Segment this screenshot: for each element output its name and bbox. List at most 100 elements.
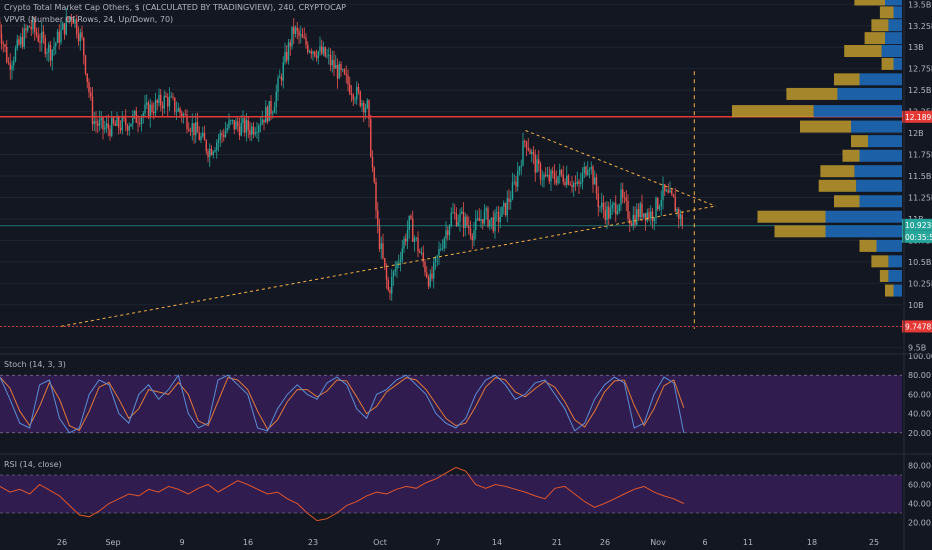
candle-body (643, 213, 645, 218)
candle-body (144, 104, 146, 114)
candle-body (637, 209, 640, 218)
candle-body (608, 206, 610, 219)
vp-bar-down (818, 179, 857, 192)
vp-bar-down (864, 32, 885, 45)
price-y-tick: 9.5B (908, 344, 926, 353)
candle-body (41, 31, 43, 43)
candle-body (35, 32, 38, 36)
candle-body (515, 181, 517, 187)
candle-body (161, 105, 164, 109)
candle-body (550, 170, 552, 182)
candle-body (196, 122, 199, 133)
candle-body (497, 211, 500, 223)
candle-body (280, 76, 283, 81)
candle-body (102, 117, 104, 130)
triangle-lower-line[interactable] (61, 205, 716, 327)
candle-body (522, 140, 524, 166)
candle-body (259, 124, 262, 126)
candle-body (413, 238, 416, 242)
candle-body (233, 120, 235, 130)
current-price-label: 10.9238 (905, 221, 932, 230)
candle-body (48, 44, 50, 53)
candle-body (349, 84, 351, 94)
candle-body (532, 151, 535, 155)
vp-bar-up (851, 120, 902, 133)
candle-body (188, 128, 190, 131)
vp-bar-up (859, 73, 902, 86)
candle-body (534, 154, 536, 173)
candle-body (314, 51, 316, 56)
rsi-pane[interactable] (0, 456, 902, 532)
price-pane[interactable] (0, 0, 902, 352)
stoch-pane[interactable] (0, 356, 902, 452)
candle-body (660, 200, 662, 207)
candle-body (447, 230, 449, 236)
rsi-main-line (0, 466, 685, 522)
candle-body (118, 117, 120, 128)
stoch-y-tick: 20.00 (908, 429, 931, 438)
candle-body (249, 129, 251, 135)
candle-body (205, 140, 207, 152)
candle-body (420, 252, 423, 254)
candle-body (79, 32, 81, 42)
candle-body (576, 181, 578, 184)
candle-body (473, 230, 475, 241)
vp-bar-down (854, 0, 885, 6)
price-y-tick: 11.75B (908, 151, 932, 160)
candle-body (130, 123, 132, 127)
candle-body (342, 69, 344, 71)
vp-bar-up (859, 195, 902, 208)
candle-body (18, 39, 20, 45)
candle-body (55, 42, 57, 47)
candle-body (289, 42, 291, 47)
candle-body (464, 216, 466, 229)
candle-body (77, 34, 80, 42)
stoch-legend[interactable]: Stoch (14, 3, 3) (4, 360, 66, 369)
rsi-legend[interactable]: RSI (14, close) (4, 460, 62, 469)
candle-body (585, 166, 587, 175)
candle-body (352, 95, 354, 100)
candle-body (361, 102, 363, 106)
candle-body (504, 202, 507, 216)
vp-bar-up (885, 0, 902, 6)
candle-body (37, 35, 39, 42)
candle-body (298, 30, 300, 36)
candle-body (270, 101, 272, 114)
candle-body (592, 166, 594, 185)
candle-body (235, 121, 237, 130)
candle-body (91, 96, 94, 125)
candle-body (553, 172, 556, 180)
candle-body (618, 204, 620, 212)
candle-body (552, 170, 554, 173)
candle-body (307, 44, 309, 52)
candle-body (424, 261, 426, 273)
vp-bar-up (856, 179, 902, 192)
candle-body (9, 63, 11, 70)
price-y-tick: 13.5B (908, 0, 931, 9)
main-legend[interactable]: Crypto Total Market Cap Others, $ (CALCU… (4, 3, 347, 12)
vpvr-legend[interactable]: VPVR (Number Of Rows, 24, Up/Down, 70) (4, 15, 174, 24)
triangle-upper-line[interactable] (525, 130, 716, 207)
candle-body (272, 112, 274, 114)
candle-body (224, 130, 227, 137)
price-y-tick: 11.25B (908, 193, 932, 202)
candle-body (308, 51, 311, 52)
candle-body (69, 16, 71, 21)
candle-body (223, 135, 225, 137)
vp-bar-down (820, 165, 855, 178)
candle-body (546, 174, 549, 177)
candle-body (202, 132, 204, 137)
candle-body (156, 100, 158, 103)
candle-body (300, 34, 302, 36)
x-tick: 6 (702, 538, 707, 547)
candle-body (184, 114, 186, 116)
candle-body (455, 213, 458, 226)
candle-body (200, 136, 202, 140)
candle-body (450, 212, 452, 226)
candle-body (583, 166, 585, 173)
candle-body (219, 133, 221, 140)
candle-body (189, 130, 192, 132)
vp-bar-down (881, 57, 894, 70)
vp-bar-down (834, 73, 860, 86)
